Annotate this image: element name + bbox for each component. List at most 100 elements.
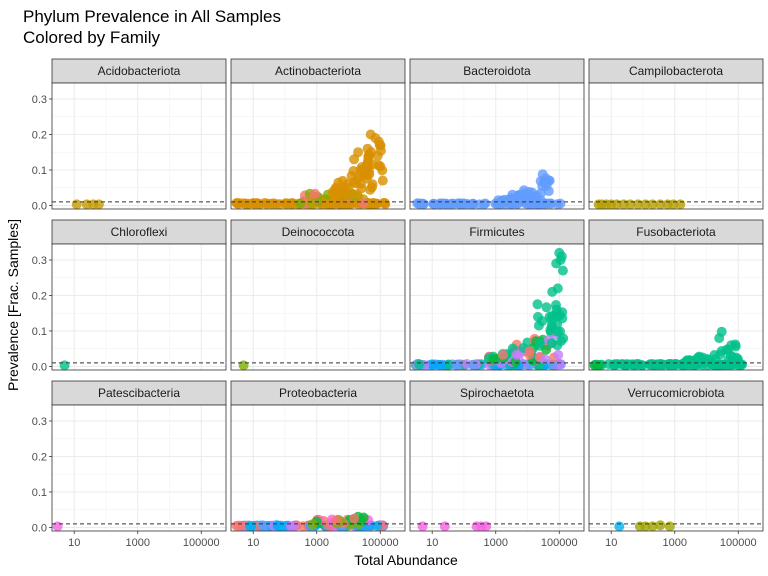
facet-chloroflexi: Chloroflexi 0.0 0.1 0.2 0.3 [32,219,227,373]
facet-strip [230,380,406,406]
facet-strip-label: Verrucomicrobiota [628,386,725,400]
data-point [498,349,509,360]
data-point [357,166,368,177]
data-point [488,354,499,365]
facet-strip [588,380,764,406]
data-point [272,520,283,531]
data-point [358,197,369,208]
panel-border [588,404,764,532]
data-point [478,199,489,210]
y-tick-label: 0.2 [32,451,47,463]
data-point [544,198,555,209]
data-point [284,198,295,209]
data-point [552,199,563,210]
x-tick-label: 100000 [362,537,399,549]
facet-strip-label: Proteobacteria [279,386,357,400]
data-point [231,520,242,531]
facet-panels: Acidobacteriota 0.0 0.1 0.2 0.3 Actinobacteri… [32,58,764,549]
panel-border [230,82,406,210]
data-point [534,338,545,349]
data-point [377,175,388,186]
data-point [456,198,467,209]
data-point [414,359,425,370]
data-point [307,519,318,530]
data-point [288,521,299,532]
y-tick-label: 0.1 [32,487,47,499]
data-point [93,199,104,210]
data-point [337,185,348,196]
data-point [331,515,342,526]
x-tick-label: 100000 [183,537,220,549]
data-point [702,354,713,364]
x-tick-label: 10 [247,537,259,549]
panel-background [52,244,226,370]
facet-fusobacteriota: Fusobacteriota [588,219,764,371]
data-point [694,351,705,362]
facet-bacteroidota: Bacteroidota [409,58,585,210]
data-point [481,521,492,532]
data-point [537,169,548,180]
data-point [537,316,548,327]
data-point [669,359,680,370]
facet-verrucomicrobiota: Verrucomicrobiota 10 1000 100000 [588,380,764,549]
data-point [238,360,249,371]
data-point [657,359,668,370]
data-point [352,189,363,200]
chart-subtitle: Colored by Family [23,28,160,47]
data-point [633,359,644,370]
facet-strip-label: Firmicutes [469,225,524,239]
x-tick-label: 1000 [305,537,329,549]
data-point [532,299,543,310]
data-point [71,199,82,210]
data-point [358,512,369,523]
data-point [709,350,720,360]
data-point [540,354,551,365]
data-point [553,349,564,360]
data-point [536,188,546,199]
facet-strip-label: Bacteroidota [463,64,531,78]
data-point [239,198,250,209]
data-point [541,302,552,313]
y-tick-label: 0.2 [32,290,47,302]
facet-strip-label: Acidobacteriota [98,64,181,78]
facet-strip-label: Spirochaetota [460,386,534,400]
facet-proteobacteria: Proteobacteria 10 1000 100000 [230,380,406,549]
data-point [610,359,621,370]
y-tick-label: 0.0 [32,200,47,212]
data-point [558,333,569,344]
panel-border [409,243,585,371]
panel-border [51,82,227,210]
data-point [555,255,566,265]
x-tick-label: 1000 [484,537,508,549]
data-point [675,199,686,210]
data-point [664,521,675,532]
facet-actinobacteriota: Actinobacteriota [230,58,406,210]
data-point [244,521,255,532]
data-point [547,286,558,297]
data-point [468,360,479,371]
panel-border [588,243,764,371]
data-point [496,197,507,208]
facet-patescibacteria: Patescibacteria 0.0 0.1 0.2 0.3 10 1000 100000 [32,380,227,549]
data-point [378,198,389,208]
facet-strip [409,380,585,406]
data-point [375,161,386,172]
data-point [511,349,522,360]
panel-border [230,404,406,532]
data-point [557,265,568,276]
data-point [428,198,439,209]
facet-strip [51,58,227,84]
data-point [546,338,557,349]
data-point [466,199,477,210]
y-tick-label: 0.0 [32,361,47,373]
facet-strip [588,219,764,245]
panel-border [409,82,585,210]
data-point [59,360,70,371]
panel-border [588,82,764,210]
data-point [261,198,272,209]
facet-campilobacterota: Campilobacterota [588,58,764,210]
y-tick-label: 0.3 [32,416,47,428]
facet-deinococcota: Deinococcota [230,219,406,371]
facet-spirochaetota: Spirochaetota 10 1000 100000 [409,380,585,549]
